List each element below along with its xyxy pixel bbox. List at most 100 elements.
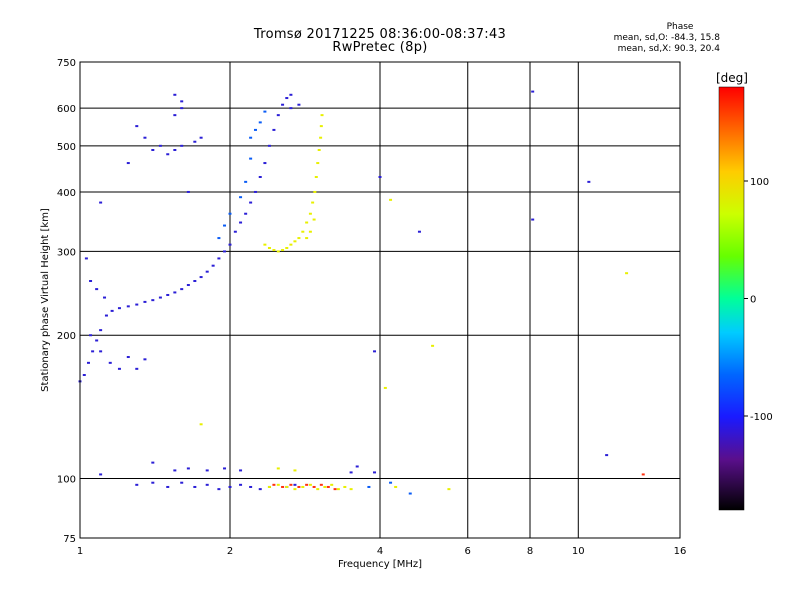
data-point <box>281 485 285 488</box>
colorbar <box>718 86 745 511</box>
data-point <box>289 243 293 246</box>
data-point <box>301 485 305 488</box>
data-point <box>293 469 297 472</box>
data-point <box>135 125 139 128</box>
data-point <box>211 264 215 267</box>
y-axis-label: Stationary phase Virtual Height [km] <box>40 208 51 392</box>
data-point <box>276 250 280 253</box>
data-point <box>180 481 184 484</box>
data-point <box>326 485 330 488</box>
data-point <box>117 307 121 310</box>
phase-statistics: Phase mean, sd,O: -84.3, 15.8 mean, sd,X… <box>600 22 720 55</box>
data-point <box>289 483 293 486</box>
data-point <box>135 303 139 306</box>
x-tick-label: 16 <box>674 546 687 557</box>
colorbar-tick-label: -100 <box>750 412 773 423</box>
data-point <box>272 483 276 486</box>
data-point <box>151 148 155 151</box>
data-point <box>336 488 340 491</box>
data-point <box>173 148 177 151</box>
data-point <box>373 471 377 474</box>
data-point <box>285 97 289 100</box>
data-point <box>199 136 203 139</box>
data-point <box>349 488 353 491</box>
data-point <box>267 144 271 147</box>
plot-grid <box>80 62 680 538</box>
x-tick-label: 10 <box>572 546 585 557</box>
data-point <box>317 148 321 151</box>
colorbar-tick-label: 0 <box>750 295 756 306</box>
data-point <box>205 469 209 472</box>
phase-stats-x-mode: mean, sd,X: 90.3, 20.4 <box>617 44 720 54</box>
data-point <box>217 488 221 491</box>
y-tick-label: 75 <box>63 534 76 545</box>
colorbar-ticks: 100 0 -100 <box>744 177 773 423</box>
x-tick-label: 6 <box>465 546 471 557</box>
data-point <box>319 483 323 486</box>
data-point <box>289 93 293 96</box>
data-point <box>126 162 130 165</box>
data-point <box>308 212 312 215</box>
data-point <box>158 144 162 147</box>
data-point <box>193 140 197 143</box>
data-point <box>293 488 297 491</box>
data-point <box>431 344 435 347</box>
y-tick-label: 750 <box>57 58 76 69</box>
data-point <box>276 114 280 117</box>
data-point <box>143 136 147 139</box>
data-point <box>447 488 451 491</box>
data-point <box>316 162 320 165</box>
data-point <box>173 291 177 294</box>
data-point <box>587 180 591 183</box>
data-point <box>186 190 190 193</box>
data-point <box>293 240 297 243</box>
x-axis-ticks: 1 2 4 6 8 10 16 <box>77 546 687 557</box>
data-point <box>373 350 377 353</box>
data-point <box>272 128 276 131</box>
data-point <box>249 136 253 139</box>
data-point <box>285 485 289 488</box>
data-point <box>383 386 387 389</box>
data-point <box>355 465 359 468</box>
data-point <box>86 361 90 364</box>
data-point <box>531 218 535 221</box>
data-point <box>239 221 243 224</box>
y-tick-label: 200 <box>57 331 76 342</box>
data-point <box>244 180 248 183</box>
data-point <box>223 224 227 227</box>
data-point <box>151 461 155 464</box>
data-point <box>320 114 324 117</box>
data-point <box>394 485 398 488</box>
data-point <box>84 257 88 260</box>
data-point <box>173 469 177 472</box>
plot-frame <box>79 61 681 539</box>
data-point <box>143 300 147 303</box>
data-point <box>143 358 147 361</box>
data-point <box>417 230 421 233</box>
data-point <box>99 473 103 476</box>
data-point <box>244 212 248 215</box>
data-point <box>276 483 280 486</box>
data-point <box>99 329 103 332</box>
data-point <box>308 230 312 233</box>
data-point <box>297 237 301 240</box>
data-point <box>180 288 184 291</box>
data-point <box>186 284 190 287</box>
data-point <box>258 175 262 178</box>
data-point <box>312 218 316 221</box>
y-tick-label: 300 <box>57 247 76 258</box>
data-point <box>126 356 130 359</box>
data-point <box>267 247 271 250</box>
data-point <box>389 481 393 484</box>
data-point <box>103 296 107 299</box>
data-point <box>223 250 227 253</box>
chart-subtitle: RwPretec (8p) <box>332 40 428 55</box>
y-tick-label: 100 <box>57 475 76 486</box>
data-point <box>263 162 267 165</box>
data-point <box>253 190 257 193</box>
data-point <box>95 339 99 342</box>
data-point <box>312 485 316 488</box>
data-point <box>330 483 334 486</box>
data-point <box>173 93 177 96</box>
